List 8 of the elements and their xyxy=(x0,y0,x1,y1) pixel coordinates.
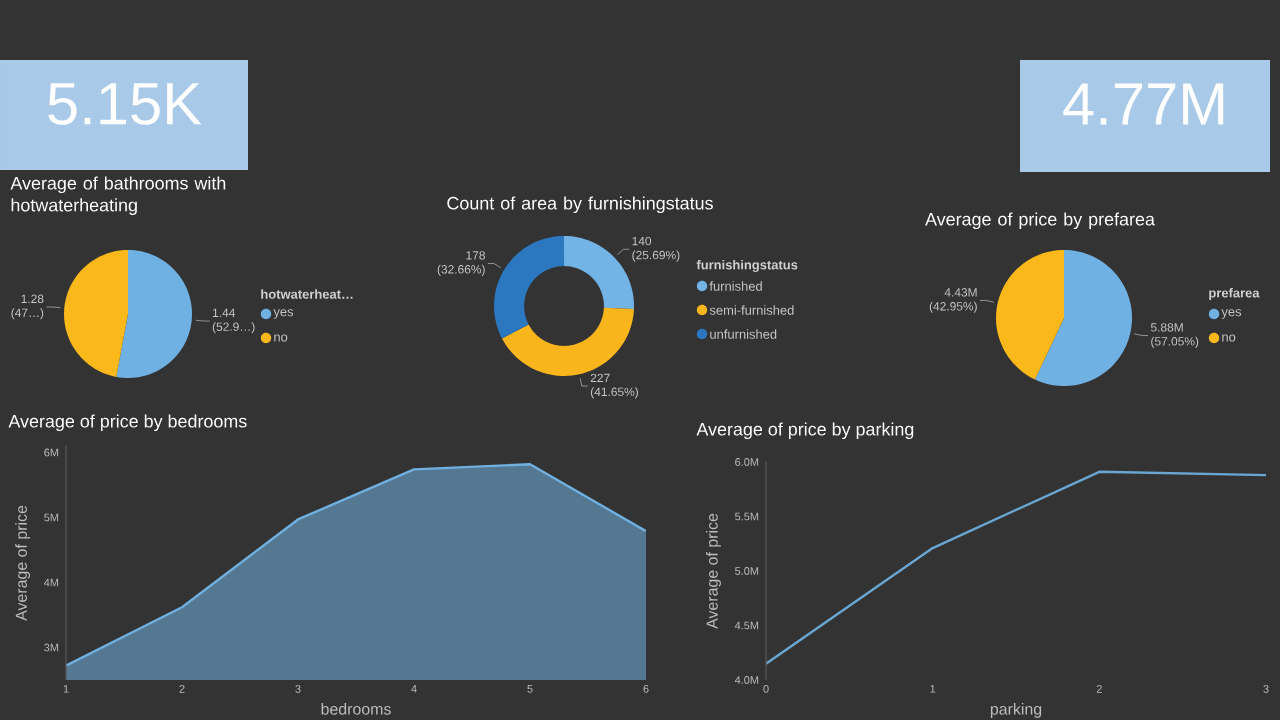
line-series xyxy=(766,470,1267,665)
chart-title: Average of price by prefarea xyxy=(925,212,1155,230)
chart-title: Average of price by bedrooms xyxy=(8,414,247,432)
chart-title: Count of area by furnishingstatus xyxy=(447,196,713,214)
text: 5.15K xyxy=(48,83,202,125)
text: 4.77M xyxy=(1063,83,1224,125)
chart-title: Average of bathrooms with hotwaterheating xyxy=(10,176,226,216)
chart-title: Average of price by parking xyxy=(696,422,914,440)
